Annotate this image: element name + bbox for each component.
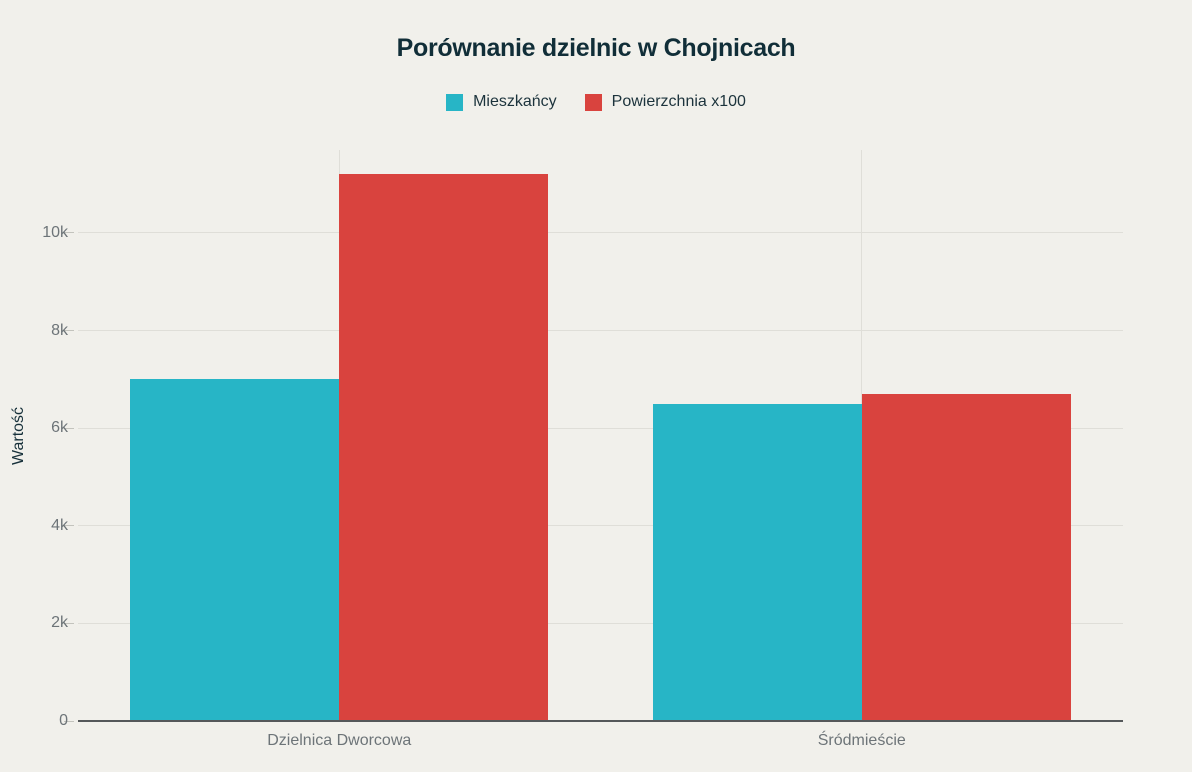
- y-tick-icon: [64, 427, 74, 429]
- y-tick-icon: [64, 525, 74, 527]
- gridline-h: [78, 525, 1123, 527]
- y-tick-label: 8k: [51, 321, 68, 339]
- gridline-h: [78, 622, 1123, 624]
- x-category-label: Śródmieście: [817, 732, 906, 749]
- y-tick-label: 2k: [51, 614, 68, 632]
- y-tick-label: 4k: [51, 516, 68, 534]
- legend-item-powierzchnia[interactable]: Powierzchnia x100: [584, 93, 746, 111]
- y-tick-label: 6k: [51, 419, 68, 437]
- bar-series2-cat1[interactable]: [339, 174, 549, 721]
- legend-swatch-powierzchnia-icon: [584, 93, 602, 111]
- y-tick-icon: [64, 330, 74, 332]
- y-tick-label: 0: [59, 712, 68, 729]
- legend: Mieszkańcy Powierzchnia x100: [0, 93, 1192, 111]
- gridline-h: [78, 232, 1123, 234]
- y-tick-icon: [64, 232, 74, 234]
- bar-series1-cat2[interactable]: [652, 403, 862, 721]
- legend-item-mieszkancy[interactable]: Mieszkańcy: [446, 93, 557, 111]
- x-category-label: Dzielnica Dworcowa: [267, 732, 412, 749]
- legend-swatch-mieszkancy-icon: [446, 93, 464, 111]
- bar-series1-cat1[interactable]: [130, 379, 340, 721]
- gridline-h: [78, 330, 1123, 332]
- legend-label-powierzchnia: Powierzchnia x100: [611, 93, 746, 110]
- y-tick-icon: [64, 720, 74, 722]
- y-tick-icon: [64, 622, 74, 624]
- gridline-h: [78, 427, 1123, 429]
- bar-series2-cat2[interactable]: [861, 394, 1071, 721]
- x-axis-line: [78, 720, 1123, 722]
- chart-title: Porównanie dzielnic w Chojnicach: [396, 34, 796, 62]
- y-axis-title: Wartość: [10, 406, 27, 465]
- legend-label-mieszkancy: Mieszkańcy: [473, 93, 557, 110]
- y-tick-label: 10k: [42, 223, 68, 241]
